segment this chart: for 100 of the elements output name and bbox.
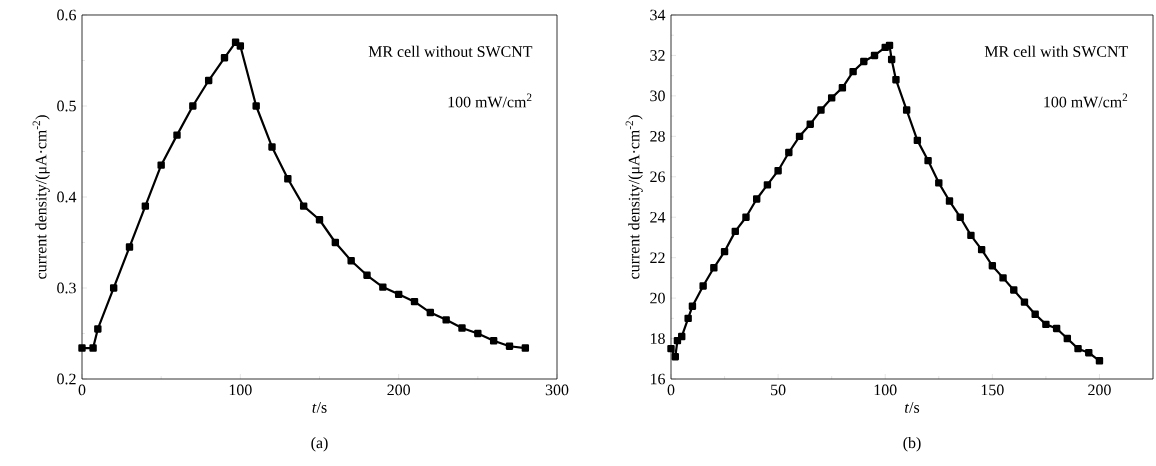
point [204,76,213,85]
point [1085,349,1093,357]
y-tick-label: 32 [650,50,665,61]
point [838,84,847,92]
point [331,238,340,247]
point [935,179,943,187]
point [785,148,793,157]
annotation: 100 mW/cm$^{2}$ [448,93,532,108]
point [684,314,692,323]
point [458,324,466,332]
point [945,197,954,205]
x-tick-label: 50 [771,384,786,396]
annotation: MR cell without SWCNT [368,45,533,58]
x-tick-label: 0 [667,384,675,396]
point [125,243,134,251]
point [1010,286,1018,294]
point [363,271,371,279]
x-tick-label: 200 [1088,384,1111,396]
point [924,156,932,165]
point [89,344,97,352]
x-tick-label: 100 [874,384,897,396]
point [426,308,435,317]
point [252,102,260,110]
point [236,42,245,50]
point [173,131,181,139]
x-tick-label: 150 [981,384,1004,396]
point [1063,334,1072,343]
y-tick-label: 28 [650,130,665,142]
point [849,67,857,76]
y-tick-label: 20 [650,292,665,304]
point [410,297,419,306]
point [157,161,165,169]
point [763,181,772,189]
y-tick-label: 34 [650,9,666,21]
y-tick-label: 26 [650,171,666,183]
y-tick-label: 24 [650,211,666,223]
point [967,231,975,240]
point [742,213,750,221]
point [1074,344,1082,353]
point [688,302,697,310]
point [870,51,879,60]
point [220,54,229,62]
x-tick-label: 100 [229,384,252,396]
point [710,264,718,272]
text: (a) [311,437,328,452]
annotation: MR cell with SWCNT [984,45,1128,58]
point [189,102,197,110]
y-tick-label: 30 [650,90,665,102]
y-tick-label: 0.5 [57,100,76,112]
point [885,41,894,50]
point [442,316,450,324]
point [699,282,707,290]
annotation: 100 mW/cm$^{2}$ [1044,93,1128,108]
point [887,55,896,64]
point [860,57,868,66]
point [1052,324,1061,333]
point [902,106,911,114]
point [299,202,308,210]
point [505,342,514,350]
point [141,202,150,210]
point [892,76,900,84]
point [913,136,922,145]
x-tick-label: 200 [387,384,411,396]
point [977,245,986,254]
point [78,344,86,352]
point [394,290,403,299]
x-tick-label: 300 [545,384,569,396]
x-axis-title: t/s [312,402,327,413]
y-tick-label: 0.2 [57,373,76,385]
y-tick-label: 0.6 [57,9,77,21]
point [667,344,675,353]
point [956,213,964,221]
point [347,257,355,265]
point [753,195,761,203]
point [109,284,118,292]
point [720,247,729,256]
point [999,274,1007,282]
point [988,262,997,270]
y-tick-label: 0.4 [57,191,77,203]
point [284,175,292,183]
point [1020,298,1029,306]
point [731,227,739,236]
point [806,120,814,128]
point [827,94,836,102]
point [315,216,324,224]
point [94,325,102,333]
point [379,283,387,291]
point [817,106,825,114]
point [795,132,804,141]
point [671,353,679,361]
y-tick-label: 22 [650,252,665,263]
x-tick-label: 0 [78,384,86,396]
point [489,337,498,345]
point [678,332,686,341]
y-tick-label: 0.3 [57,282,76,294]
y-axis-title: current density/(μA·cm$^{-2}$) [625,115,643,279]
y-tick-label: 16 [650,373,666,385]
x-axis-title: t/s [905,402,920,413]
point [1095,357,1104,365]
point [268,143,276,151]
